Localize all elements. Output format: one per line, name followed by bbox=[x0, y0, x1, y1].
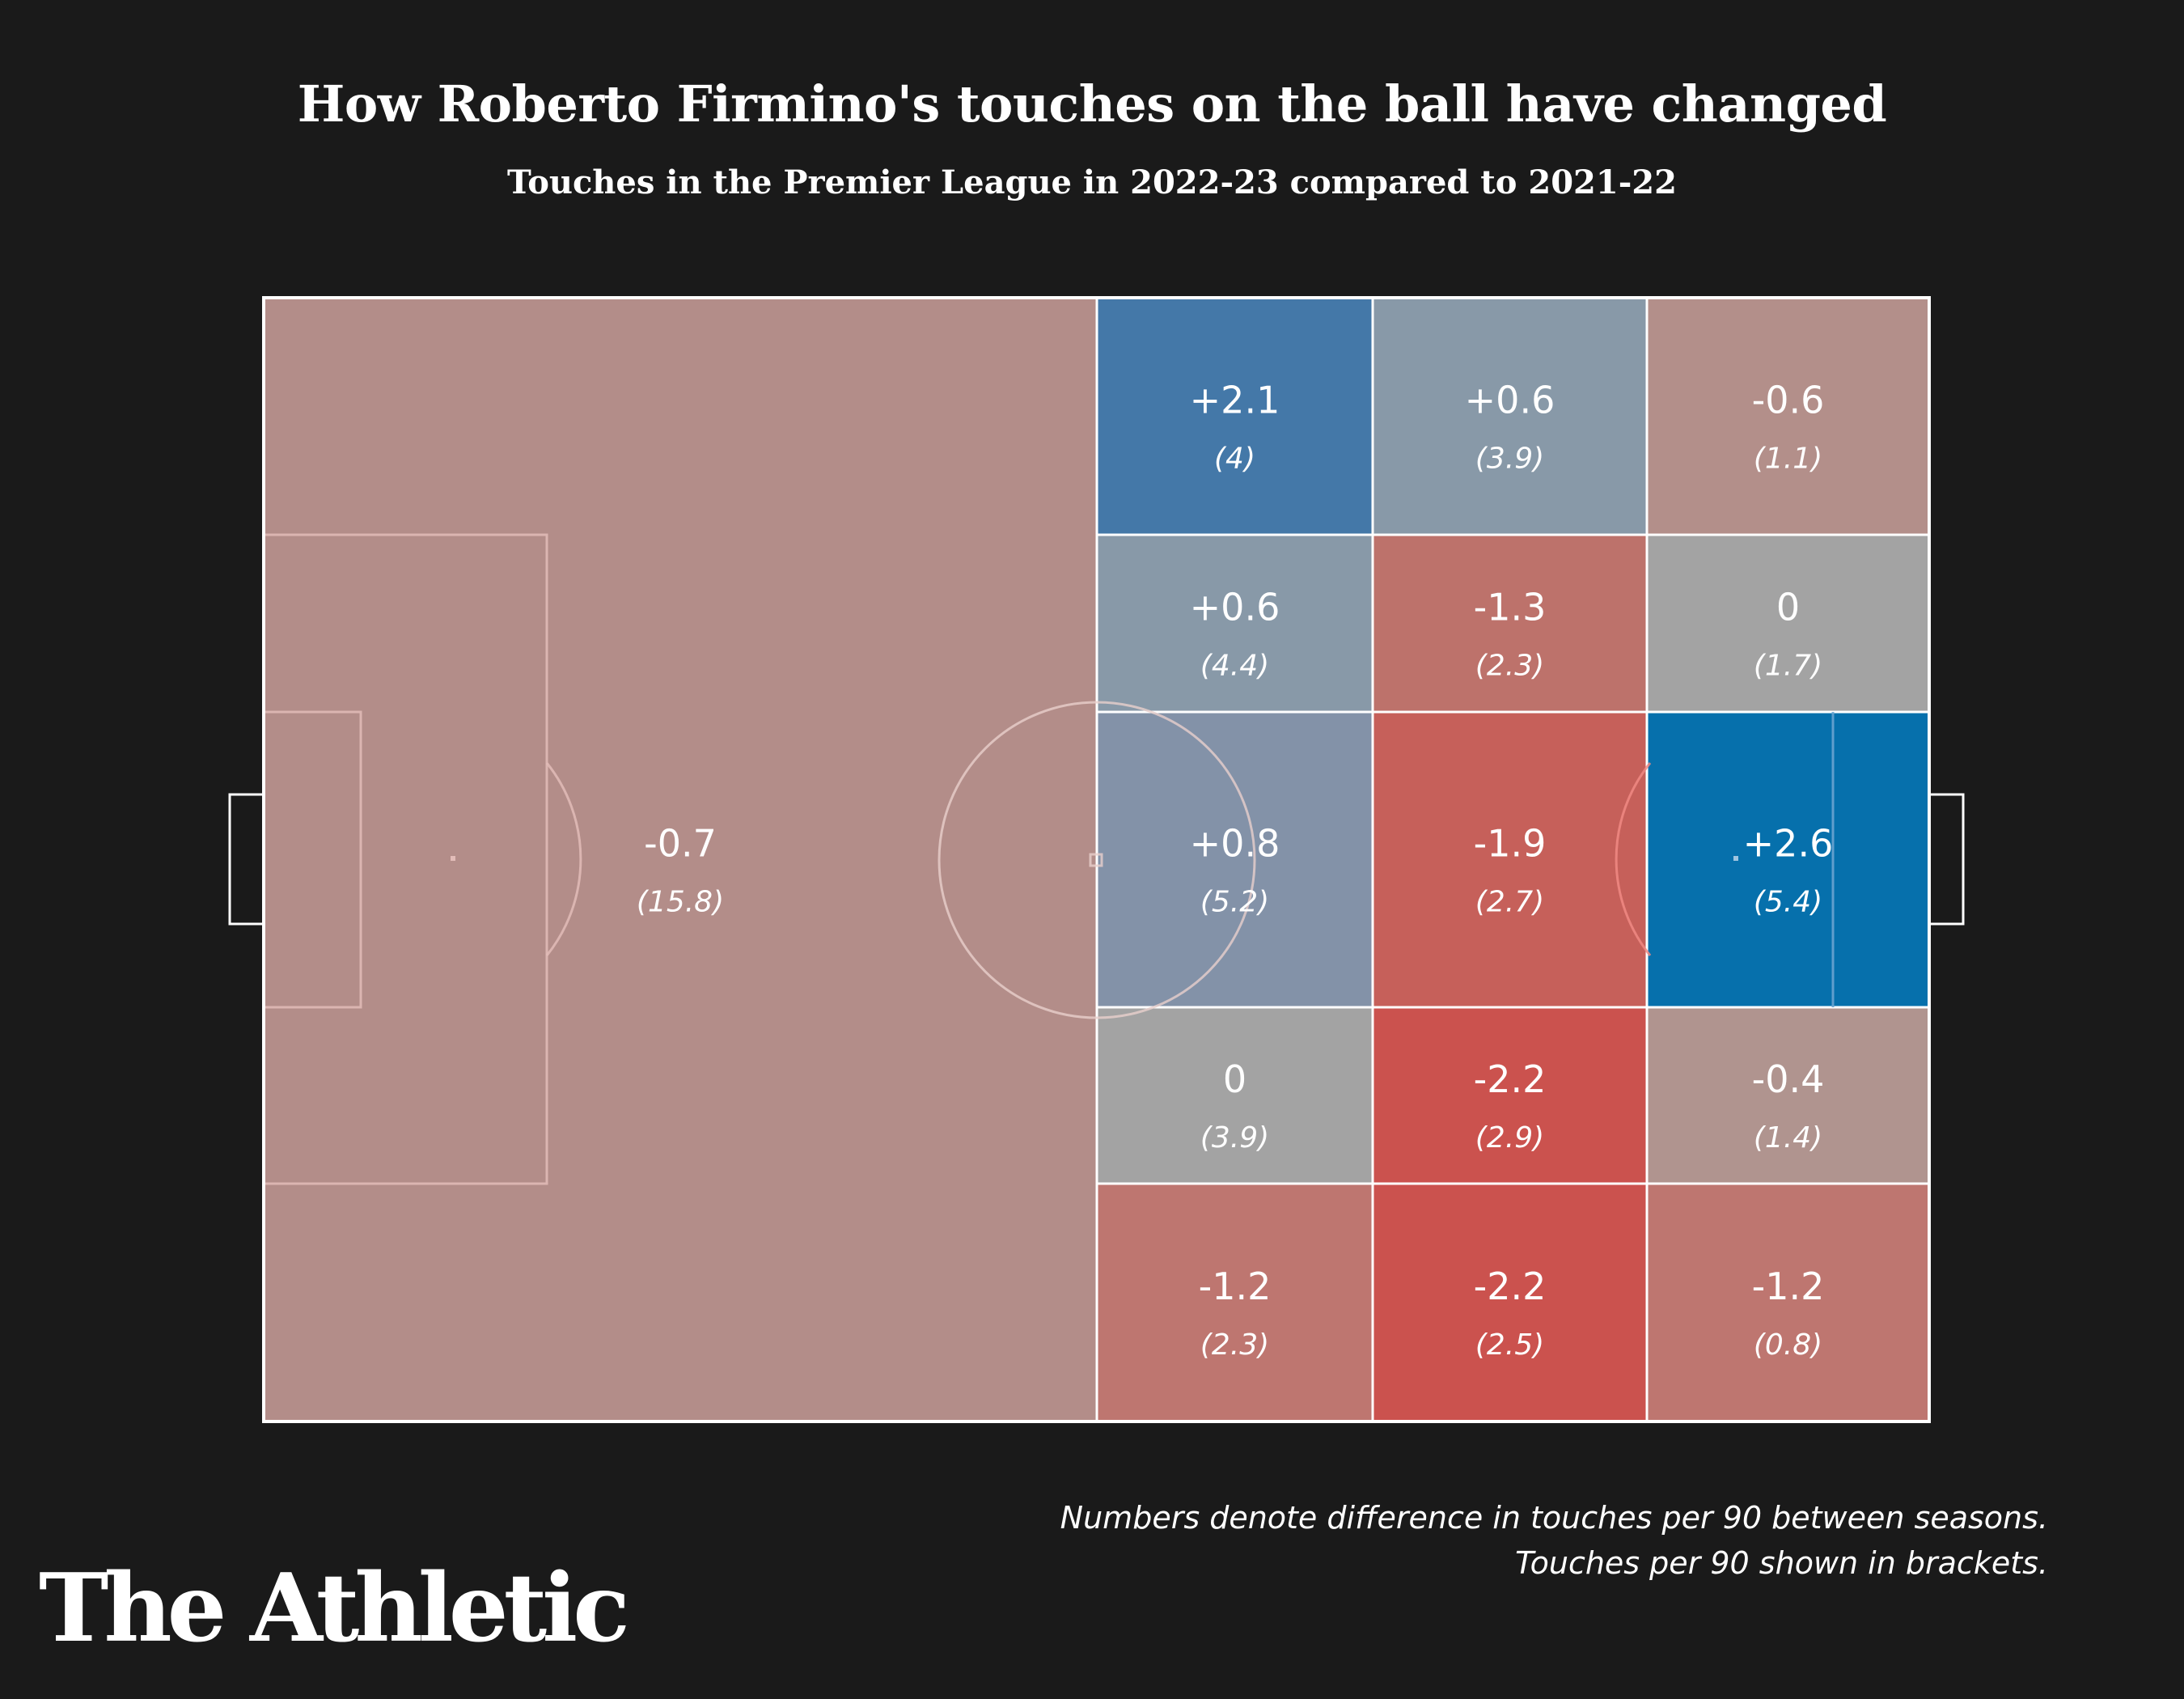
zone-r3-c3 bbox=[1645, 710, 1931, 1009]
zone-per90-label: (3.9) bbox=[1475, 443, 1544, 476]
centre-spot bbox=[1089, 853, 1103, 867]
zone-diff-label: -0.7 bbox=[644, 822, 717, 866]
zone-r4-c3 bbox=[1645, 1006, 1931, 1185]
left-penalty-arc bbox=[545, 762, 582, 956]
centre-circle bbox=[938, 701, 1256, 1019]
zone-r4-c1 bbox=[1095, 1006, 1374, 1185]
right-penalty-arc bbox=[1615, 762, 1652, 956]
zone-per90-label: (4) bbox=[1214, 443, 1255, 476]
footnote-line-1: Numbers denote difference in touches per… bbox=[1060, 1500, 2048, 1536]
zone-own-half bbox=[262, 296, 1098, 1423]
zone-r1-c2 bbox=[1371, 296, 1649, 536]
zone-diff-label: -1.2 bbox=[1752, 1265, 1825, 1308]
zone-diff-label: -2.2 bbox=[1474, 1057, 1547, 1101]
zone-per90-label: (2.9) bbox=[1475, 1121, 1544, 1155]
zone-per90-label: (5.2) bbox=[1200, 886, 1269, 919]
zone-per90-label: (1.1) bbox=[1754, 443, 1822, 476]
pitch-outline bbox=[262, 296, 1931, 1423]
zone-r5-c1 bbox=[1095, 1182, 1374, 1423]
zone-per90-label: (1.7) bbox=[1754, 650, 1822, 683]
right-goal bbox=[1928, 793, 1965, 926]
zone-diff-label: +0.6 bbox=[1465, 379, 1555, 422]
zone-diff-label: -1.9 bbox=[1474, 822, 1547, 866]
zone-diff-label: 0 bbox=[1223, 1057, 1246, 1101]
right-penalty-spot bbox=[1733, 856, 1738, 861]
zone-r2-c3 bbox=[1645, 533, 1931, 714]
zone-diff-label: +2.6 bbox=[1743, 822, 1834, 866]
zone-diff-label: -0.6 bbox=[1752, 379, 1825, 422]
zone-r2-c1 bbox=[1095, 533, 1374, 714]
zone-per90-label: (15.8) bbox=[637, 886, 724, 919]
zone-r3-c1 bbox=[1095, 710, 1374, 1009]
zone-r2-c2 bbox=[1371, 533, 1649, 714]
zone-r4-c2 bbox=[1371, 1006, 1649, 1185]
zone-diff-label: +2.1 bbox=[1190, 379, 1280, 422]
zone-per90-label: (1.4) bbox=[1754, 1121, 1822, 1155]
zone-per90-label: (2.3) bbox=[1475, 650, 1544, 683]
left-penalty-spot bbox=[451, 856, 455, 861]
chart-title: How Roberto Firmino's touches on the bal… bbox=[297, 74, 1887, 133]
zone-per90-label: (3.9) bbox=[1200, 1121, 1269, 1155]
zone-diff-label: -1.2 bbox=[1199, 1265, 1272, 1308]
zone-diff-label: -0.4 bbox=[1752, 1057, 1825, 1101]
zone-diff-label: -2.2 bbox=[1474, 1265, 1547, 1308]
zone-diff-label: -1.3 bbox=[1474, 586, 1547, 629]
left-goal bbox=[228, 793, 265, 926]
zone-per90-label: (0.8) bbox=[1754, 1328, 1822, 1362]
zone-per90-label: (5.4) bbox=[1754, 886, 1822, 919]
zone-per90-label: (4.4) bbox=[1200, 650, 1269, 683]
zone-diff-label: 0 bbox=[1776, 586, 1800, 629]
chart-subtitle: Touches in the Premier League in 2022-23… bbox=[507, 163, 1677, 201]
zone-diff-label: +0.6 bbox=[1190, 586, 1280, 629]
zone-per90-label: (2.3) bbox=[1200, 1328, 1269, 1362]
zone-per90-label: (2.5) bbox=[1475, 1328, 1544, 1362]
zone-per90-label: (2.7) bbox=[1475, 886, 1544, 919]
footnote-line-2: Touches per 90 shown in brackets. bbox=[1515, 1545, 2048, 1581]
zone-diff-label: +0.8 bbox=[1190, 822, 1280, 866]
the-athletic-logo: The Athletic bbox=[39, 1553, 630, 1663]
